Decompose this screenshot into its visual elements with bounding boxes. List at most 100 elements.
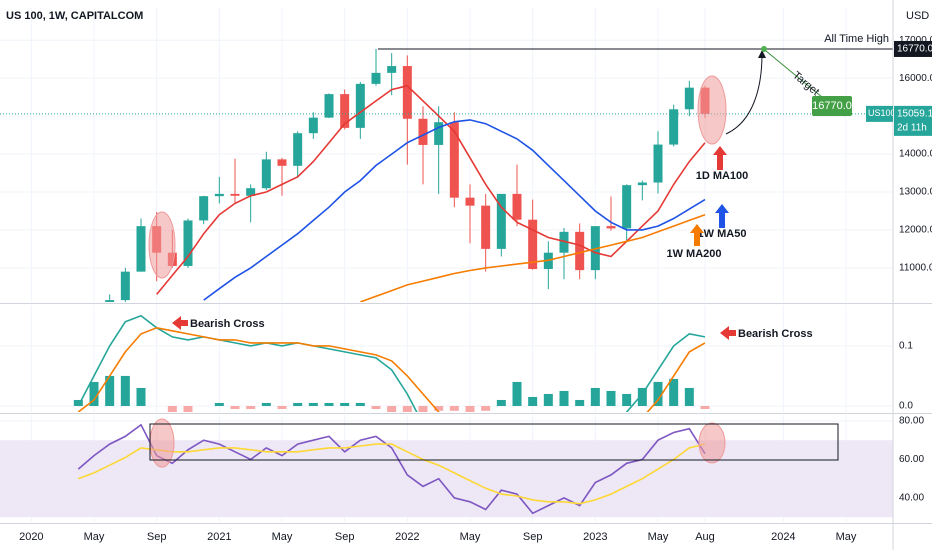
y-tick-label: 0.0 — [899, 401, 913, 412]
series-line — [77, 314, 706, 412]
candle-body — [465, 197, 475, 206]
ma-label: 1W MA200 — [666, 248, 721, 260]
x-tick-label: May — [836, 531, 857, 543]
candle-body — [214, 193, 224, 197]
y-tick-label: 80.00 — [899, 416, 924, 427]
symbol-box — [866, 105, 893, 122]
histogram-bar — [136, 387, 146, 406]
candle-body — [371, 72, 381, 84]
x-tick-label: Aug — [695, 531, 715, 543]
histogram-bar — [418, 405, 428, 412]
histogram-bar — [167, 405, 177, 412]
x-tick-label: Sep — [147, 531, 167, 543]
histogram-bar — [669, 378, 679, 406]
target-value: 16770.0 — [812, 100, 852, 112]
histogram-bar — [402, 405, 412, 412]
projection-curve — [725, 50, 766, 135]
candle-body — [261, 159, 271, 189]
y-tick-label: 60.00 — [899, 454, 924, 465]
y-tick-label: 14000.0 — [899, 149, 932, 160]
candle-body — [512, 193, 522, 220]
x-tick-label: May — [84, 531, 105, 543]
candle-body — [559, 231, 569, 253]
arrow — [713, 146, 727, 170]
histogram-bar — [543, 393, 553, 406]
histogram-bar — [496, 399, 506, 406]
macd-panel — [0, 305, 893, 412]
histogram-bar — [214, 402, 224, 406]
histogram-bar — [308, 402, 318, 406]
histogram-bar — [230, 405, 240, 409]
candle-body — [449, 122, 459, 198]
last-price-box — [894, 105, 932, 136]
candle-body — [496, 193, 506, 249]
candle-body — [355, 83, 365, 128]
histogram-bar — [371, 405, 381, 409]
axis-price-box — [894, 40, 932, 57]
histogram-bar — [637, 387, 647, 406]
series-line — [78, 443, 706, 505]
x-tick-label: 2023 — [583, 531, 607, 543]
histogram-bar — [449, 405, 459, 411]
y-tick-label: 13000.0 — [899, 187, 932, 198]
annotation: Bearish Cross — [190, 318, 265, 330]
x-tick-label: May — [272, 531, 293, 543]
y-tick-label: 17000.0 — [899, 35, 932, 46]
candle-body — [481, 205, 491, 249]
candle-body — [622, 185, 632, 229]
annotation: Bearish Cross — [738, 328, 813, 340]
countdown-label: 2d 11h — [897, 123, 927, 134]
symbol-label: US100 — [868, 108, 896, 118]
arrow — [720, 326, 736, 340]
candle-body — [637, 182, 647, 186]
series-line — [77, 326, 706, 412]
target-point — [761, 46, 767, 52]
histogram-bar — [246, 405, 256, 409]
candle-body — [669, 109, 679, 145]
x-tick-label: 2020 — [19, 531, 43, 543]
histogram-bar — [512, 381, 522, 406]
y-tick-label: 0.1 — [899, 341, 913, 352]
x-tick-label: 2021 — [207, 531, 231, 543]
histogram-bar — [293, 402, 303, 406]
histogram-bar — [324, 402, 334, 406]
highlight — [698, 422, 726, 464]
y-tick-label: 12000.0 — [899, 225, 932, 236]
axis-price-label: 16770.0 — [897, 44, 932, 55]
rsi-panel — [0, 415, 893, 522]
candle-body — [387, 66, 397, 73]
y-tick-label: 40.00 — [899, 493, 924, 504]
x-tick-label: May — [460, 531, 481, 543]
candle-body — [606, 226, 616, 229]
candle-body — [653, 144, 663, 183]
histogram-bar — [653, 381, 663, 406]
arrow — [172, 316, 188, 330]
currency-label: USD — [906, 10, 929, 22]
candle-body — [183, 220, 193, 266]
candle-body — [105, 300, 115, 302]
candle-body — [120, 271, 130, 301]
last-price-label: 15059.1 — [897, 109, 932, 120]
series-line — [203, 119, 706, 301]
ma-label: 1W MA50 — [698, 228, 747, 240]
target-box — [812, 96, 852, 116]
candle-body — [528, 219, 538, 269]
histogram-bar — [700, 405, 710, 409]
histogram-bar — [340, 402, 350, 406]
histogram-bar — [528, 396, 538, 406]
histogram-bar — [622, 393, 632, 406]
highlight — [697, 75, 727, 145]
histogram-bar — [105, 375, 115, 406]
histogram-bar — [684, 387, 694, 406]
y-tick-label: 11000.0 — [899, 262, 932, 273]
candle-body — [324, 94, 334, 118]
candle-body — [293, 133, 303, 166]
histogram-bar — [590, 387, 600, 406]
candle-body — [418, 118, 428, 145]
histogram-bar — [387, 405, 397, 412]
chart-title: US 100, 1W, CAPITALCOM — [6, 10, 143, 22]
highlights — [148, 75, 727, 468]
x-tick-label: Sep — [523, 531, 543, 543]
